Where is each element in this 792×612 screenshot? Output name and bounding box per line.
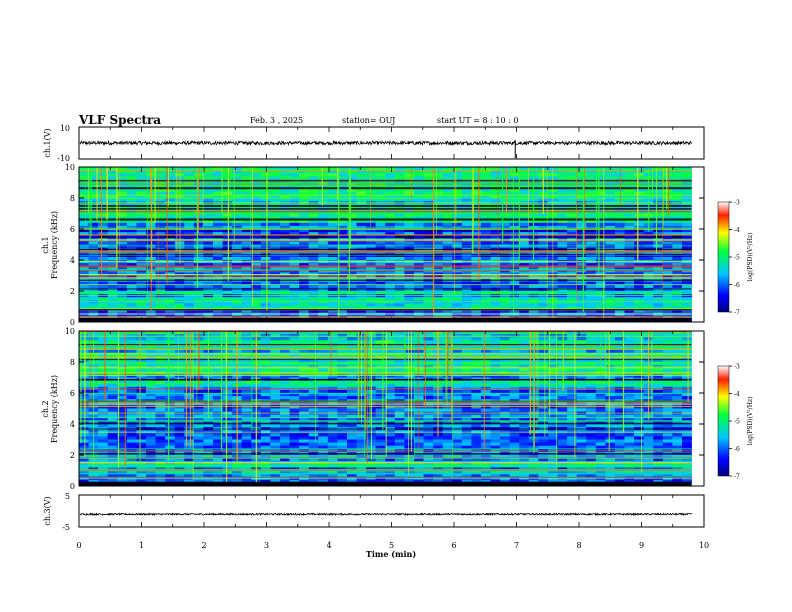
cbar2-ticks-label: -3 — [734, 364, 740, 371]
cbar1-ticks-label: -6 — [734, 282, 740, 289]
spec1-ticks-label: 0 — [70, 318, 75, 327]
spec2-ticks-label: 2 — [70, 451, 75, 460]
ch2-spec-ylabel-1: ch.2 — [41, 400, 50, 417]
spec2-ticks-label: 0 — [70, 482, 75, 491]
ch3-ytick-bottom: -5 — [62, 523, 70, 532]
cbar2-ticks-label: -6 — [734, 446, 740, 453]
date-label: Feb. 3 , 2025 — [250, 116, 304, 125]
time-tick-label: 5 — [389, 541, 394, 550]
ch1-ytick-bottom: -10 — [57, 154, 70, 163]
ch3-waveform-panel: 5 -5 ch.3(V) 0 1 2 3 4 5 6 7 8 9 10 Time (min) — [43, 127, 709, 559]
ch1-waveform-panel: 10 -10 ch.1(V) — [43, 124, 705, 163]
station-label: station= OUJ — [342, 116, 396, 125]
ch1-spec-ylabel-2: Frequency (kHz) — [50, 211, 59, 279]
time-tick-label: 1 — [139, 541, 144, 550]
spec1-ticks-label: 10 — [65, 163, 75, 172]
cbar1-ticks-label: -4 — [734, 227, 740, 234]
time-axis-ticks: 0 1 2 3 4 5 6 7 8 9 10 — [76, 127, 709, 550]
cbar1-ticks-label: -5 — [734, 255, 740, 262]
ch1-colorbar — [717, 201, 730, 313]
ch2-colorbar — [717, 365, 730, 477]
ch1-wave-line — [79, 139, 692, 147]
ch1-freq-ticks: 0 2 4 6 8 10 — [65, 163, 704, 327]
cbar2-ticks-label: -4 — [734, 391, 740, 398]
ch2-colorbar-label: log(PSD)(V²/Hz) — [747, 397, 754, 446]
time-tick-label: 6 — [451, 541, 456, 550]
ch1-colorbar-label: log(PSD)(V²/Hz) — [747, 233, 754, 282]
time-tick-label: 4 — [326, 541, 331, 550]
cbar1-ticks-label: -3 — [734, 200, 740, 207]
spec1-ticks-label: 8 — [70, 194, 75, 203]
ch1-ylabel: ch.1(V) — [43, 128, 52, 157]
spec1-ticks-label: 4 — [70, 256, 75, 265]
time-tick-label: 0 — [76, 541, 81, 550]
ch3-wave-line — [79, 512, 692, 517]
cbar2-ticks-label: -7 — [734, 474, 740, 481]
time-tick-label: 10 — [699, 541, 709, 550]
spec2-ticks-label: 10 — [65, 327, 75, 336]
ch3-waveform-trace — [79, 512, 692, 517]
time-tick-label: 8 — [576, 541, 581, 550]
time-tick-label: 2 — [201, 541, 206, 550]
ch3-ytick-top: 5 — [65, 492, 70, 501]
chart-title: VLF Spectra — [79, 113, 162, 127]
spec2-ticks-label: 8 — [70, 358, 75, 367]
ch1-waveform-trace — [79, 139, 692, 158]
spec2-ticks-label: 6 — [70, 389, 75, 398]
ch1-colorbar-ticks: -3 -4 -5 -6 -7 — [729, 200, 740, 317]
time-axis-label: Time (min) — [366, 549, 416, 559]
ch2-spectrogram-image — [79, 330, 692, 487]
time-tick-label: 3 — [264, 541, 269, 550]
ch1-spectrogram-image — [79, 167, 692, 323]
ch3-ylabel: ch.3(V) — [43, 496, 52, 525]
cbar2-ticks-label: -5 — [734, 419, 740, 426]
ch2-spec-ylabel-2: Frequency (kHz) — [50, 375, 59, 443]
time-tick-label: 9 — [639, 541, 644, 550]
time-tick-label: 7 — [514, 541, 519, 550]
spec2-ticks-label: 4 — [70, 420, 75, 429]
ch1-spec-ylabel-1: ch.1 — [41, 236, 50, 253]
ch2-freq-ticks: 0 2 4 6 8 10 — [65, 327, 704, 491]
ch2-colorbar-ticks: -3 -4 -5 -6 -7 — [729, 364, 740, 481]
spec1-ticks-label: 6 — [70, 225, 75, 234]
start-ut-label: start UT = 8 : 10 : 0 — [437, 116, 519, 125]
ch1-ytick-top: 10 — [60, 124, 70, 133]
cbar1-ticks-label: -7 — [734, 310, 740, 317]
spec1-ticks-label: 2 — [70, 287, 75, 296]
